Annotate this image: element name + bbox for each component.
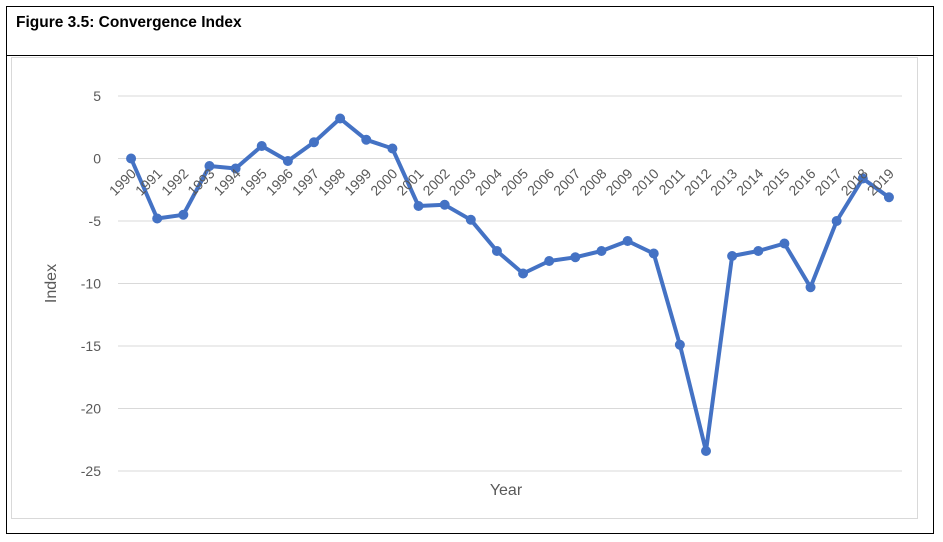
data-point xyxy=(282,156,293,166)
data-point xyxy=(727,251,738,261)
gridlines xyxy=(118,95,902,472)
data-point xyxy=(152,213,163,224)
y-tick-label: 5 xyxy=(93,88,101,104)
x-tick-label: 2008 xyxy=(576,165,609,198)
x-tick-label: 1996 xyxy=(263,165,296,198)
data-point xyxy=(883,192,894,203)
data-point xyxy=(387,143,398,154)
x-tick-label: 2000 xyxy=(367,165,400,198)
x-tick-label: 2016 xyxy=(785,165,818,198)
x-tick-label: 1995 xyxy=(237,165,270,198)
data-point xyxy=(204,161,215,171)
data-point xyxy=(361,134,372,145)
data-point xyxy=(491,246,502,256)
x-tick-label: 1993 xyxy=(184,165,217,198)
y-axis-title: Index xyxy=(43,264,60,303)
x-tick-label: 2012 xyxy=(681,165,714,198)
data-point xyxy=(779,238,790,249)
data-point xyxy=(648,248,659,259)
x-tick-label: 2011 xyxy=(655,165,688,198)
x-tick-label: 1998 xyxy=(315,165,348,198)
figure-title: Figure 3.5: Convergence Index xyxy=(16,14,242,31)
x-tick-label: 2004 xyxy=(472,165,505,198)
data-point xyxy=(753,246,764,256)
x-tick-label: 1997 xyxy=(289,165,322,198)
figure-title-row: Figure 3.5: Convergence Index xyxy=(7,7,933,56)
x-tick-label: 2007 xyxy=(550,165,583,198)
data-point xyxy=(126,153,137,164)
x-tick-label: 1999 xyxy=(341,165,374,198)
data-point xyxy=(596,246,607,256)
x-tick-label: 1992 xyxy=(158,165,191,198)
data-point xyxy=(674,339,685,350)
x-tick-label: 2014 xyxy=(733,165,766,198)
data-point xyxy=(518,268,529,279)
x-tick-label: 2001 xyxy=(393,165,426,198)
x-tick-label: 2010 xyxy=(629,165,662,198)
x-tick-label: 2009 xyxy=(602,165,635,198)
y-axis-tick-labels: 5 0 -5 -10 -15 -20 -25 xyxy=(81,88,101,479)
x-tick-label: 2003 xyxy=(446,165,479,198)
data-point xyxy=(256,141,267,151)
x-tick-label: 2013 xyxy=(707,165,740,198)
data-point xyxy=(335,113,346,124)
y-tick-label: -5 xyxy=(89,213,102,229)
data-point xyxy=(465,214,476,225)
data-point xyxy=(544,256,555,266)
data-point xyxy=(439,199,450,210)
data-point xyxy=(831,216,842,226)
x-tick-label: 2005 xyxy=(498,165,531,198)
x-tick-label: 2002 xyxy=(419,165,452,198)
x-tick-label: 2017 xyxy=(811,165,844,198)
y-tick-label: -15 xyxy=(81,338,101,354)
x-axis-tick-labels: 1990199119921993199419951996199719981999… xyxy=(106,165,897,198)
y-tick-label: -20 xyxy=(81,401,101,417)
y-tick-label: -25 xyxy=(81,463,101,479)
series-line xyxy=(129,116,891,453)
data-point xyxy=(701,446,711,456)
y-tick-label: 0 xyxy=(93,151,101,167)
data-point xyxy=(622,236,633,246)
data-point xyxy=(570,252,581,263)
data-point xyxy=(309,137,319,148)
y-tick-label: -10 xyxy=(81,276,101,292)
series-line-group xyxy=(126,113,894,456)
convergence-index-chart: 5 0 -5 -10 -15 -20 -25 19901991199219931994199… xyxy=(43,88,902,499)
data-point xyxy=(178,209,189,220)
chart-area: 5 0 -5 -10 -15 -20 -25 1990 1991 1992 1993 1994 199… xyxy=(11,57,918,519)
data-point xyxy=(857,173,868,184)
x-axis-title: Year xyxy=(490,482,523,499)
data-point xyxy=(230,163,241,174)
x-tick-label: 2006 xyxy=(524,165,557,198)
x-tick-label: 2015 xyxy=(759,165,792,198)
data-point xyxy=(413,201,424,211)
data-point xyxy=(805,282,816,293)
